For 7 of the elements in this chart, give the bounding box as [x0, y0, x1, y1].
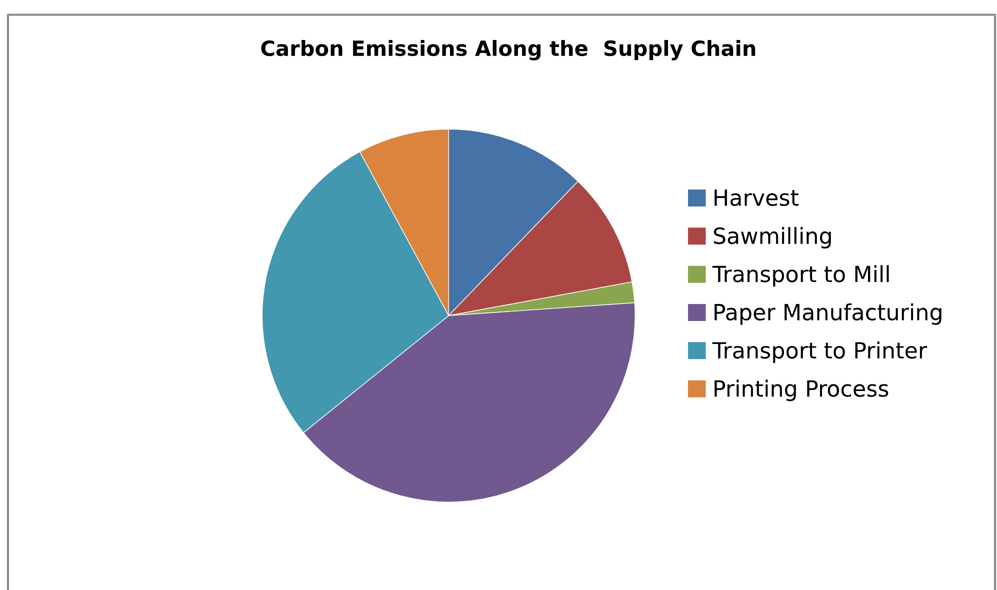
legend-label: Transport to Printer [712, 342, 928, 364]
chart-title: Carbon Emissions Along the Supply Chain [261, 40, 756, 60]
legend-label: Printing Process [714, 380, 888, 402]
legend-label: Harvest [714, 189, 798, 206]
legend-label: Transport to Mill [712, 265, 889, 287]
legend-label: Sawmilling [714, 226, 831, 248]
legend-label: Paper Manufacturing [714, 303, 942, 325]
